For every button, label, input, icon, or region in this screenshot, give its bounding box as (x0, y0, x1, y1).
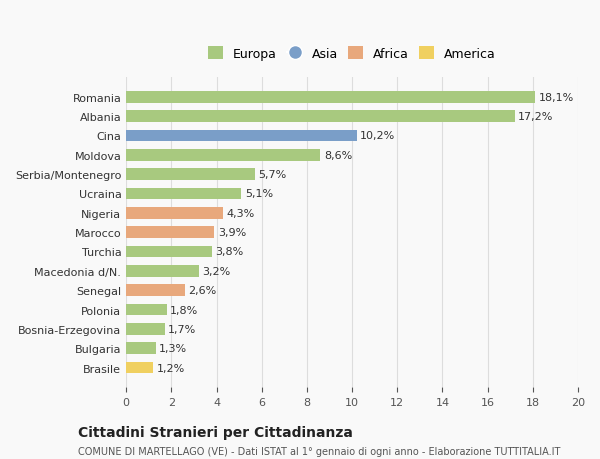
Text: 3,9%: 3,9% (218, 228, 246, 238)
Text: COMUNE DI MARTELLAGO (VE) - Dati ISTAT al 1° gennaio di ogni anno - Elaborazione: COMUNE DI MARTELLAGO (VE) - Dati ISTAT a… (78, 447, 560, 456)
Bar (126, 362, 154, 374)
Text: 5,7%: 5,7% (259, 170, 287, 180)
Bar (126, 169, 255, 180)
Bar (126, 265, 199, 277)
Bar (126, 227, 214, 238)
Bar (126, 285, 185, 297)
Bar (126, 188, 241, 200)
Text: 2,6%: 2,6% (188, 285, 217, 296)
Text: 1,8%: 1,8% (170, 305, 199, 315)
Text: 1,2%: 1,2% (157, 363, 185, 373)
Text: 17,2%: 17,2% (518, 112, 553, 122)
Bar (126, 246, 212, 257)
Bar (126, 111, 515, 123)
Text: 3,8%: 3,8% (215, 247, 244, 257)
Text: 1,7%: 1,7% (168, 324, 196, 334)
Legend: Europa, Asia, Africa, America: Europa, Asia, Africa, America (205, 44, 500, 65)
Bar (126, 343, 155, 354)
Text: 5,1%: 5,1% (245, 189, 273, 199)
Bar (126, 207, 223, 219)
Bar (126, 92, 535, 103)
Bar (126, 323, 164, 335)
Bar (126, 304, 167, 316)
Text: 8,6%: 8,6% (324, 151, 352, 160)
Text: 1,3%: 1,3% (159, 343, 187, 353)
Text: 3,2%: 3,2% (202, 266, 230, 276)
Bar (126, 150, 320, 161)
Text: 10,2%: 10,2% (360, 131, 395, 141)
Text: 4,3%: 4,3% (227, 208, 255, 218)
Bar (126, 130, 356, 142)
Text: Cittadini Stranieri per Cittadinanza: Cittadini Stranieri per Cittadinanza (78, 425, 353, 439)
Text: 18,1%: 18,1% (538, 93, 574, 102)
